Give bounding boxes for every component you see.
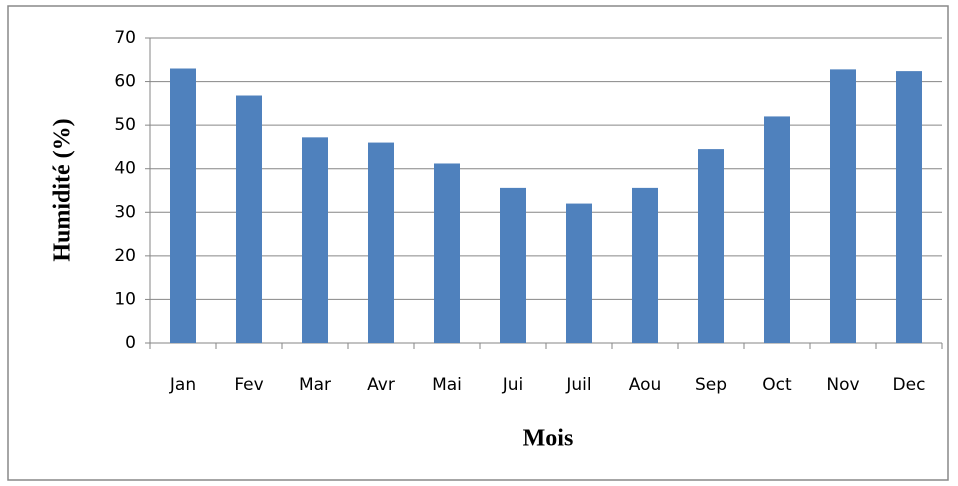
x-tick-label: Avr — [367, 375, 395, 395]
bar — [434, 163, 460, 343]
x-axis-title: Mois — [523, 426, 574, 452]
x-tick-label: Aou — [629, 375, 662, 395]
x-tick-label: Fev — [234, 375, 263, 395]
bar — [368, 142, 394, 343]
x-tick-label: Dec — [893, 375, 926, 395]
y-tick-label: 10 — [114, 289, 136, 309]
x-tick-label: Juil — [565, 375, 591, 395]
x-tick-label: Jui — [502, 375, 524, 395]
y-tick-label: 70 — [114, 28, 136, 48]
y-tick-label: 60 — [114, 72, 136, 92]
bar — [170, 68, 196, 343]
chart-border — [7, 5, 949, 481]
bar — [896, 71, 922, 343]
bar — [500, 187, 526, 343]
bar — [566, 203, 592, 343]
bar — [830, 69, 856, 343]
y-tick-label: 30 — [114, 202, 136, 222]
x-tick-label: Jan — [169, 375, 196, 395]
y-tick-label: 40 — [114, 159, 136, 179]
y-tick-label: 0 — [125, 333, 136, 353]
bar — [764, 116, 790, 343]
x-tick-label: Nov — [826, 375, 859, 395]
bar — [302, 137, 328, 343]
bar — [632, 187, 658, 343]
x-tick-label: Mai — [432, 375, 462, 395]
x-tick-label: Sep — [695, 375, 727, 395]
x-tick-label: Oct — [762, 375, 792, 395]
y-tick-label: 50 — [114, 115, 136, 135]
bar — [698, 149, 724, 343]
y-tick-label: 20 — [114, 246, 136, 266]
x-tick-label: Mar — [299, 375, 331, 395]
bar — [236, 95, 262, 343]
y-axis-title: Humidité (%) — [50, 118, 76, 261]
